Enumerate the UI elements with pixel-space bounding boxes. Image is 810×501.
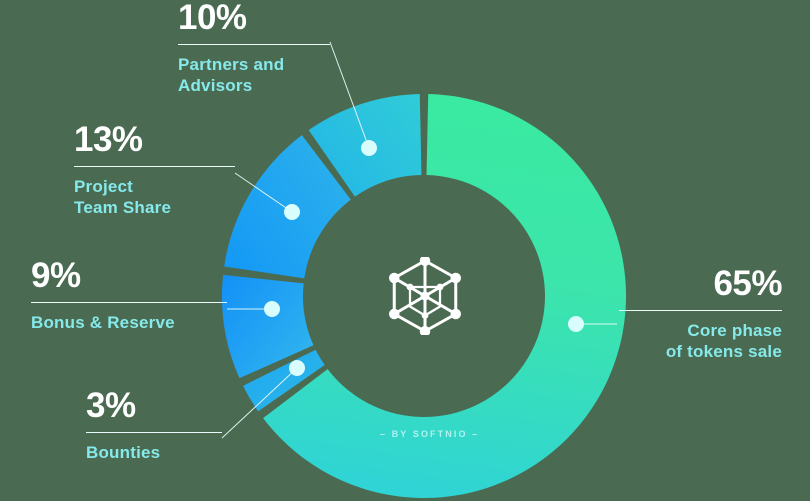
callout-percent: 13% — [74, 120, 143, 159]
callout-core-phase: 65% Core phase of tokens sale — [617, 264, 783, 363]
leader-line-bounties — [221, 367, 298, 439]
callout-partners-advisors: 10% Partners and Advisors — [178, 0, 333, 97]
callout-bonus-reserve: 9% Bonus & Reserve — [31, 258, 231, 333]
callout-bounties: 3% Bounties — [86, 388, 286, 463]
callout-percent: 65% — [713, 264, 782, 303]
marker-dot-core[interactable] — [568, 316, 584, 332]
callout-rule — [74, 166, 235, 167]
callout-percent: 3% — [86, 386, 136, 425]
segment-markers — [264, 140, 584, 376]
segment-core-phase[interactable] — [263, 94, 626, 498]
callout-percent: 10% — [178, 0, 247, 37]
marker-dot-bonus[interactable] — [264, 301, 280, 317]
callout-rule — [86, 432, 222, 433]
leader-line-partners — [329, 41, 370, 149]
callout-rule — [178, 44, 330, 45]
hexagon-lattice-logo — [389, 257, 461, 335]
leader-line-team — [234, 172, 293, 213]
callout-label: Project Team Share — [74, 177, 172, 218]
marker-dot-bounties[interactable] — [289, 360, 305, 376]
callout-label: Core phase of tokens sale — [665, 321, 782, 362]
callout-label: Partners and Advisors — [178, 55, 285, 96]
callout-rule — [31, 302, 227, 303]
callout-rule — [619, 310, 782, 311]
callout-label: Bonus & Reserve — [31, 313, 175, 332]
brandmark-text: – BY SOFTNIO – — [380, 429, 480, 439]
callout-project-team-share: 13% Project Team Share — [74, 122, 237, 219]
callout-label: Bounties — [86, 443, 161, 462]
callout-percent: 9% — [31, 256, 81, 295]
segment-bonus-reserve[interactable] — [222, 274, 314, 379]
marker-dot-team[interactable] — [284, 204, 300, 220]
marker-dot-partners[interactable] — [361, 140, 377, 156]
